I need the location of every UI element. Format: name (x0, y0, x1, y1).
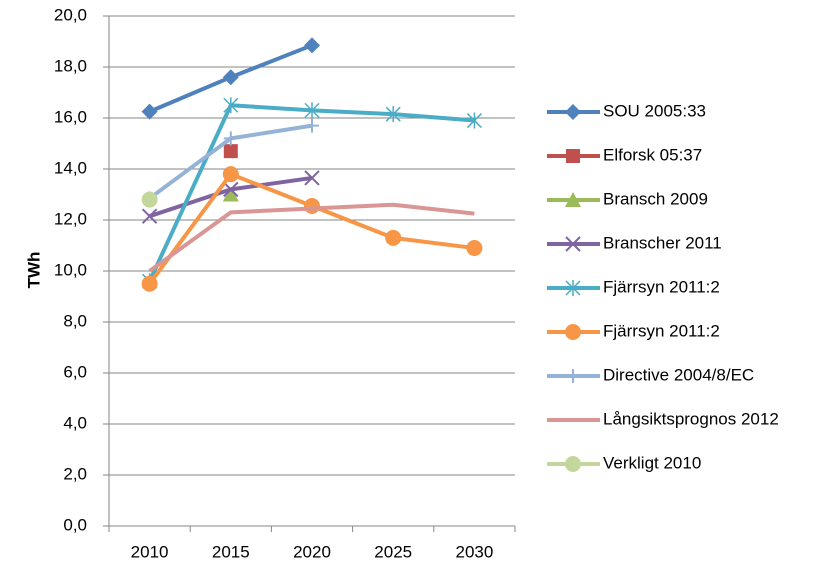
series (142, 97, 482, 290)
y-tick-label: 10,0 (54, 260, 87, 279)
x-tick-label: 2015 (212, 542, 250, 561)
y-tick-label: 4,0 (63, 413, 87, 432)
series-line (148, 202, 475, 273)
marker (304, 197, 320, 214)
y-tick-label: 20,0 (54, 5, 87, 24)
series (141, 170, 320, 224)
marker (141, 208, 158, 224)
x-tick-label: 2010 (131, 542, 169, 561)
marker (141, 275, 158, 292)
legend-marker (565, 280, 581, 296)
marker (304, 170, 320, 186)
marker (222, 166, 239, 183)
legend-label: Långsiktsprognos 2012 (603, 409, 779, 428)
x-tick-label: 2025 (374, 542, 412, 561)
marker (141, 191, 158, 208)
series (222, 186, 239, 202)
marker (304, 102, 320, 119)
legend-marker (566, 149, 580, 163)
legend-marker (566, 369, 580, 383)
y-tick-label: 14,0 (54, 158, 87, 177)
marker (223, 144, 238, 159)
y-tick-label: 0,0 (63, 515, 87, 534)
legend-label: Branscher 2011 (603, 233, 722, 252)
marker (222, 69, 239, 86)
marker (304, 37, 320, 54)
y-tick-label: 2,0 (63, 464, 87, 483)
marker (141, 103, 158, 120)
legend-label: Fjärrsyn 2011:2 (603, 277, 720, 296)
marker (385, 106, 401, 123)
legend-marker (565, 104, 581, 120)
marker (223, 131, 238, 146)
y-tick-label: 8,0 (63, 311, 87, 330)
y-tick-label: 16,0 (54, 107, 87, 126)
y-tick-label: 12,0 (54, 209, 87, 228)
x-tick-label: 2030 (455, 542, 493, 561)
series (148, 202, 475, 273)
legend-label: Fjärrsyn 2011:2 (603, 321, 720, 340)
legend-label: Elforsk 05:37 (603, 145, 702, 164)
legend-label: Verkligt 2010 (603, 453, 701, 472)
y-tick-label: 6,0 (63, 362, 87, 381)
legend-marker (565, 456, 581, 472)
legend-marker (565, 324, 581, 340)
legend-marker (565, 236, 581, 252)
y-tick-label: 18,0 (54, 56, 87, 75)
series (223, 144, 238, 159)
marker (466, 112, 482, 129)
legend-label: SOU 2005:33 (603, 101, 706, 120)
marker (223, 181, 239, 198)
y-axis-label: TWh (24, 252, 43, 289)
legend-label: Directive 2004/8/EC (603, 365, 754, 384)
series (141, 191, 158, 208)
legend-label: Bransch 2009 (603, 189, 708, 208)
series-line (147, 172, 475, 285)
legend-marker (565, 192, 581, 207)
marker (223, 97, 239, 114)
marker (305, 118, 319, 133)
marker (466, 240, 483, 257)
marker (222, 186, 239, 202)
series (141, 37, 320, 120)
x-tick-label: 2020 (293, 542, 331, 561)
marker (385, 229, 402, 246)
